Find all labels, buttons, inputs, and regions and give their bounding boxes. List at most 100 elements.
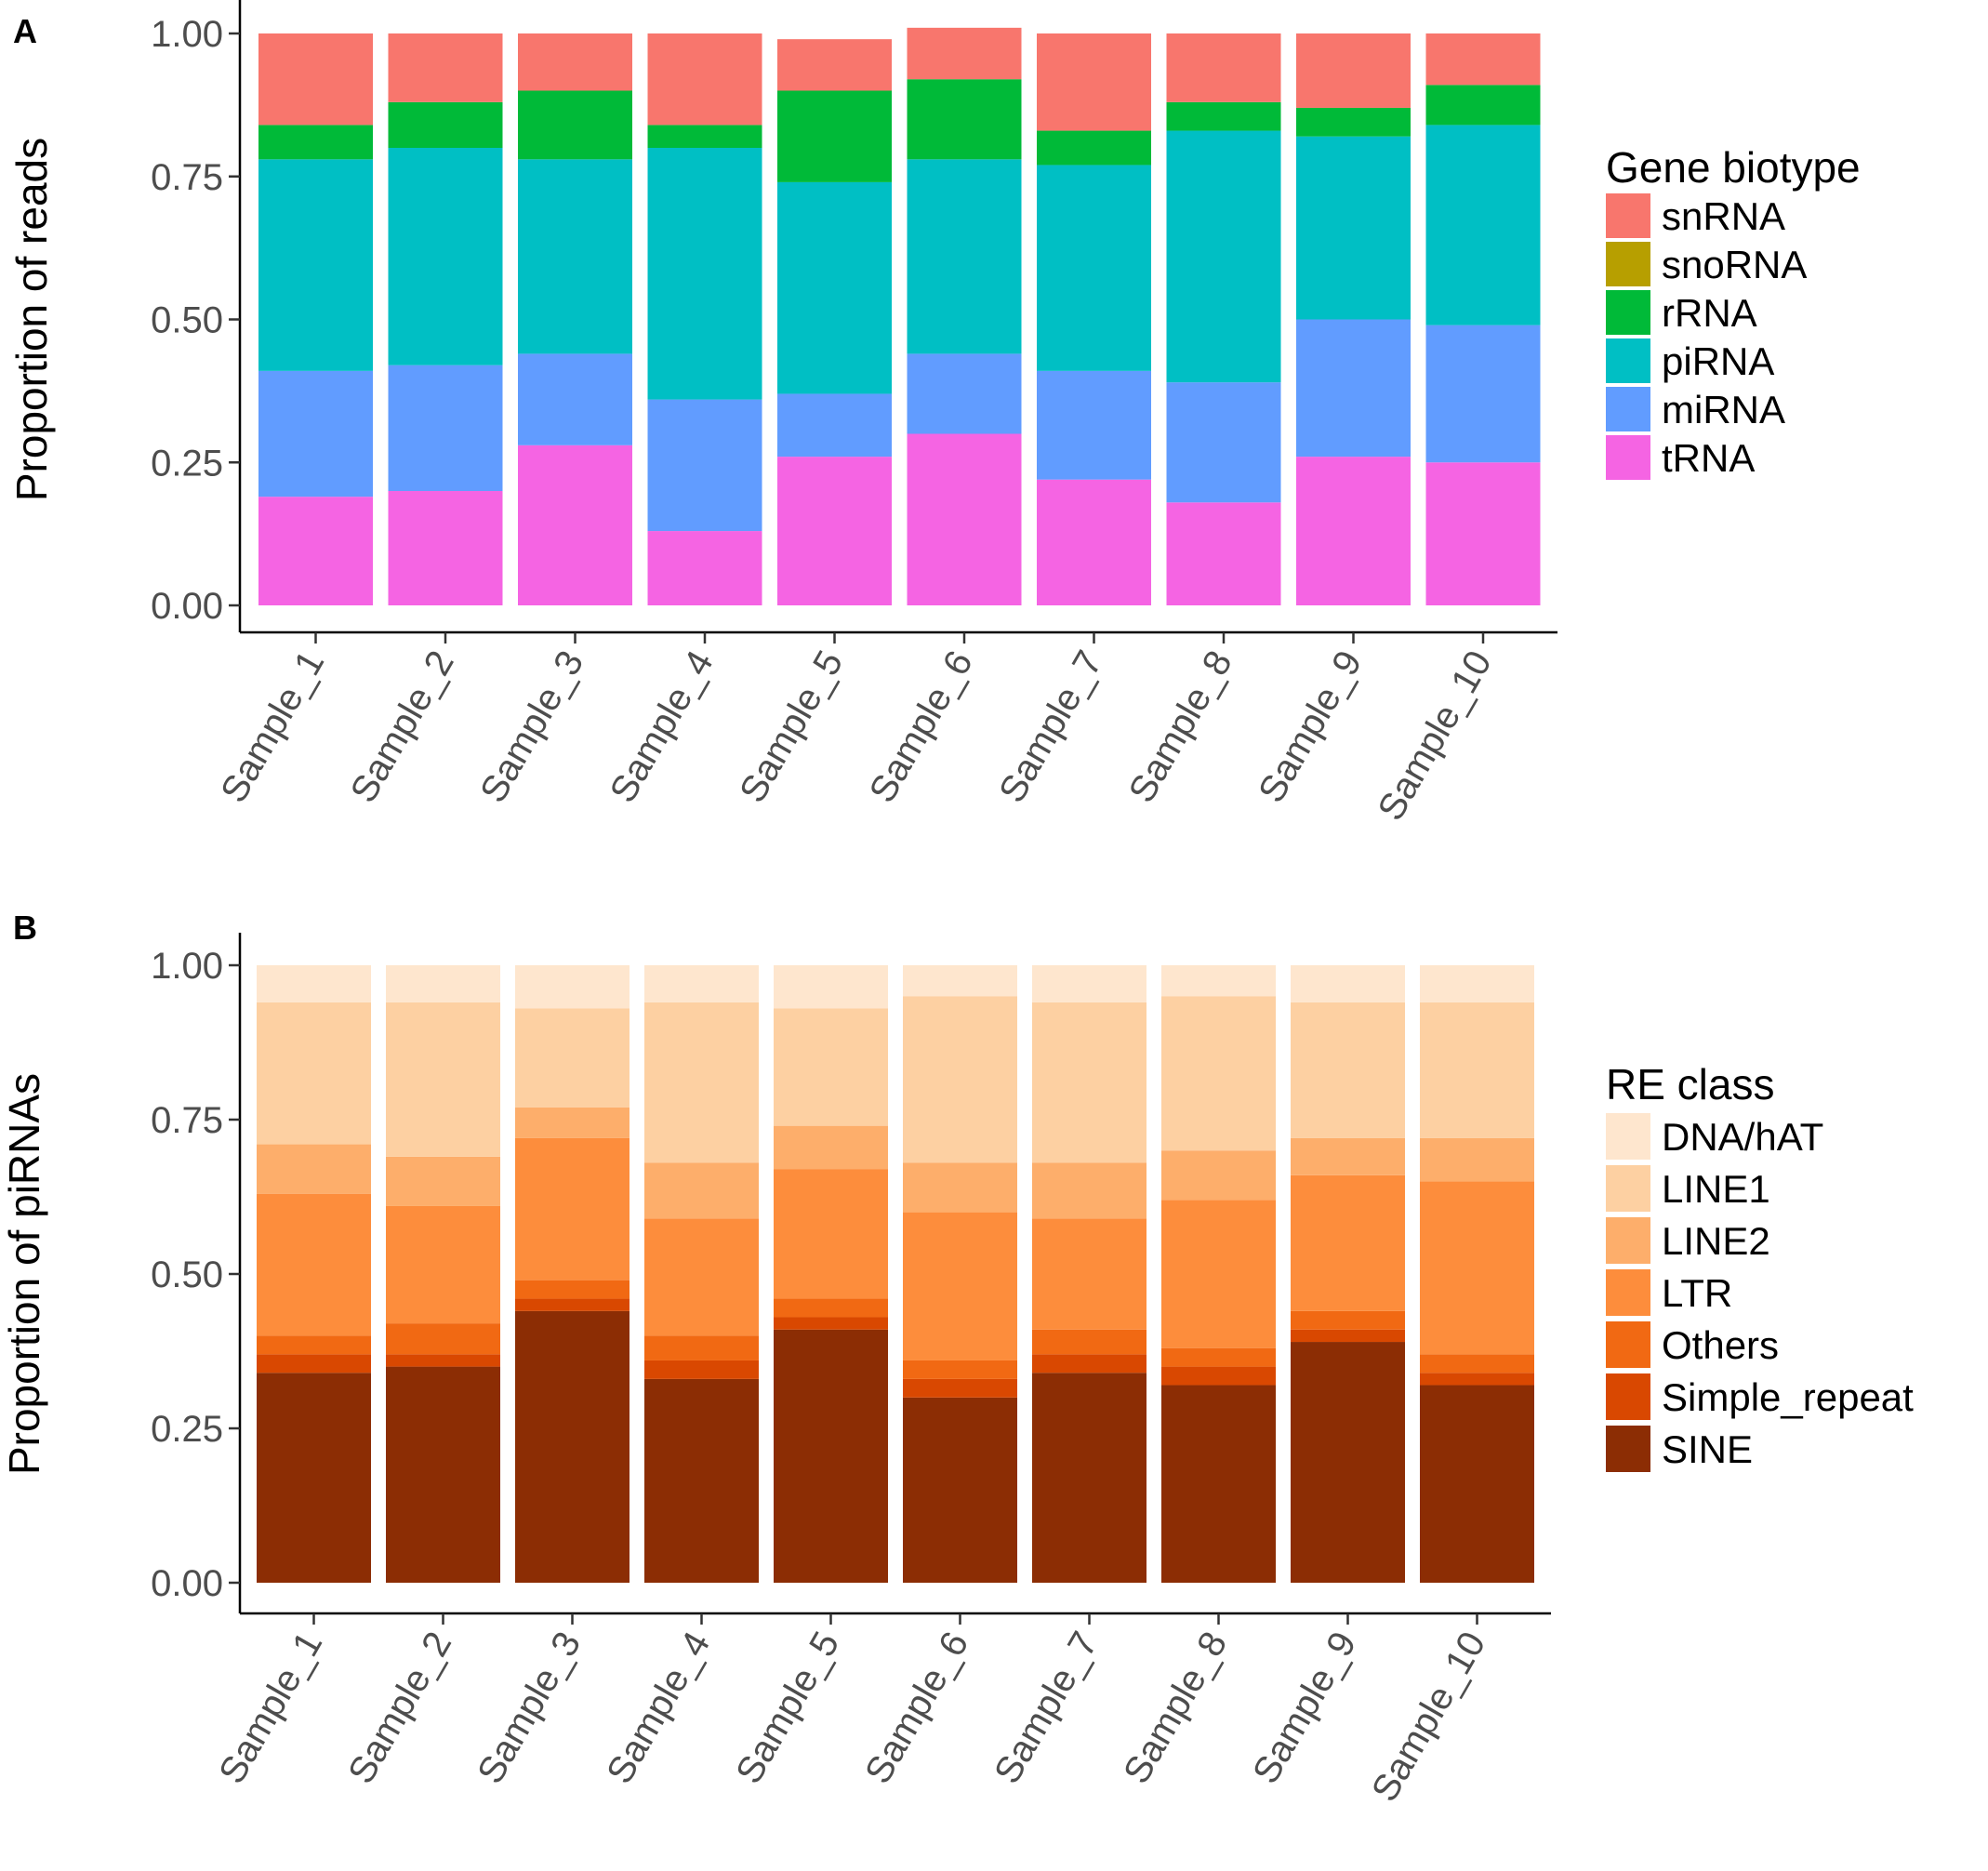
panel-a-bar-sample-10-mirna	[1425, 325, 1541, 463]
panel-b-bar-sample-4-simple-repeat	[644, 1360, 759, 1379]
panel-b-bar-sample-6-line2	[903, 1162, 1017, 1213]
panel-b-bar-sample-4-others	[644, 1335, 759, 1360]
panel-a-bar-sample-1-rrna	[258, 125, 373, 160]
panel-b-y-tick-label: 0.00	[151, 1563, 223, 1604]
panel-b-bar-sample-3-sine	[515, 1310, 630, 1583]
panel-b-bar-sample-10-line2	[1420, 1137, 1534, 1182]
panel-a-bar-sample-7-mirna	[1037, 370, 1151, 480]
panel-a-bar-sample-7-pirna	[1037, 165, 1151, 371]
panel-b-bar-sample-8-dna-hat	[1161, 965, 1276, 997]
panel-a-bar-sample-8-snrna	[1166, 33, 1281, 102]
panel-b-bar-sample-3-others	[515, 1280, 630, 1299]
panel-b-bar-sample-6-sine	[903, 1397, 1017, 1583]
panel-b-bar-sample-1-others	[257, 1335, 371, 1355]
panel-b-bar-sample-10-dna-hat	[1420, 965, 1534, 1002]
panel-a-legend-key-snrna	[1606, 193, 1650, 238]
panel-a-bar-sample-8-pirna	[1166, 130, 1281, 383]
panel-a-bar-sample-9-trna	[1296, 457, 1411, 605]
panel-b-legend-label: LTR	[1662, 1271, 1732, 1315]
panel-b-legend-key-simple-repeat	[1606, 1373, 1650, 1420]
panel-a-bar-sample-5-trna	[777, 457, 892, 605]
panel-a-legend-key-mirna	[1606, 387, 1650, 431]
panel-a-bar-sample-2-pirna	[388, 148, 503, 365]
panel-b-bar-sample-8-line1	[1161, 996, 1276, 1151]
panel-a-bar-sample-6-rrna	[907, 79, 1022, 160]
panel-b-bar-sample-2-dna-hat	[386, 965, 500, 1002]
panel-b-bar-sample-6-dna-hat	[903, 965, 1017, 997]
panel-b-bar-sample-8-sine	[1161, 1385, 1276, 1583]
panel-b-legend-key-others	[1606, 1321, 1650, 1368]
panel-a-bar-sample-3-trna	[518, 445, 632, 605]
panel-b-bar-sample-7-ltr	[1032, 1218, 1146, 1330]
panel-b-bar-sample-6-others	[903, 1360, 1017, 1379]
panel-a-bar-sample-5-pirna	[777, 181, 892, 394]
panel-b-bar-sample-7-line1	[1032, 1002, 1146, 1163]
panel-a-bar-sample-1-snrna	[258, 33, 373, 126]
panel-a-label: A	[13, 12, 37, 50]
panel-b-bar-sample-7-simple-repeat	[1032, 1354, 1146, 1373]
panel-a-bar-sample-3-snrna	[518, 33, 632, 91]
panel-b-y-tick-label: 1.00	[151, 946, 223, 987]
panel-b-bar-sample-5-ltr	[774, 1169, 888, 1299]
panel-b-legend-key-line2	[1606, 1217, 1650, 1264]
panel-a-legend-label: snRNA	[1662, 194, 1785, 238]
panel-b-bar-sample-2-sine	[386, 1366, 500, 1583]
panel-b-legend-label: SINE	[1662, 1427, 1753, 1471]
panel-a-y-tick-label: 0.50	[151, 300, 223, 341]
panel-b-bar-sample-8-ltr	[1161, 1200, 1276, 1348]
panel-b-bar-sample-7-line2	[1032, 1162, 1146, 1219]
panel-b-bar-sample-4-line2	[644, 1162, 759, 1219]
panel-b-legend-label: Others	[1662, 1323, 1779, 1367]
panel-a-bar-sample-4-mirna	[647, 399, 762, 532]
panel-b-bar-sample-5-line2	[774, 1125, 888, 1170]
panel-a-bar-sample-2-rrna	[388, 101, 503, 148]
panel-b-bar-sample-4-ltr	[644, 1218, 759, 1336]
panel-b-bar-sample-2-ltr	[386, 1205, 500, 1324]
panel-b-legend-key-ltr	[1606, 1269, 1650, 1316]
panel-b-bar-sample-10-sine	[1420, 1385, 1534, 1583]
panel-b-bar-sample-3-line1	[515, 1008, 630, 1108]
panel-b-bar-sample-1-line2	[257, 1144, 371, 1194]
panel-a-y-tick-label: 1.00	[151, 14, 223, 55]
panel-a-bar-sample-5-snrna	[777, 39, 892, 91]
panel-b-bar-sample-3-dna-hat	[515, 965, 630, 1009]
panel-a-bar-sample-8-rrna	[1166, 101, 1281, 131]
panel-b-bar-sample-8-others	[1161, 1347, 1276, 1367]
panel-a-bar-sample-6-mirna	[907, 353, 1022, 434]
panel-b-bar-sample-1-sine	[257, 1373, 371, 1583]
panel-a-bar-sample-7-snrna	[1037, 33, 1151, 131]
panel-b-legend-key-dna-hat	[1606, 1113, 1650, 1160]
panel-a-bar-sample-5-mirna	[777, 393, 892, 458]
panel-b-legend-label: LINE2	[1662, 1219, 1770, 1263]
panel-b-bar-sample-8-simple-repeat	[1161, 1366, 1276, 1386]
panel-b-label: B	[13, 909, 37, 947]
panel-b-bar-sample-9-simple-repeat	[1291, 1329, 1405, 1343]
panel-b-legend-label: LINE1	[1662, 1167, 1770, 1211]
panel-a-bar-sample-1-trna	[258, 497, 373, 605]
panel-a-legend-key-snorna	[1606, 242, 1650, 286]
panel-b-bar-sample-6-ltr	[903, 1212, 1017, 1360]
panel-a-y-tick-label: 0.25	[151, 443, 223, 484]
panel-b-bar-sample-6-simple-repeat	[903, 1378, 1017, 1398]
panel-b-legend-title: RE class	[1606, 1060, 1774, 1108]
panel-a-bar-sample-1-pirna	[258, 159, 373, 371]
panel-b-y-axis-title: Proportion of piRNAs	[0, 1073, 48, 1475]
panel-a-bar-sample-10-rrna	[1425, 85, 1541, 126]
panel-b-bar-sample-7-sine	[1032, 1373, 1146, 1583]
panel-a-legend-label: rRNA	[1662, 291, 1757, 335]
panel-b-bar-sample-3-simple-repeat	[515, 1298, 630, 1311]
panel-a-legend-key-pirna	[1606, 338, 1650, 383]
panel-b-y-tick-label: 0.75	[151, 1100, 223, 1141]
panel-b-bar-sample-7-others	[1032, 1329, 1146, 1355]
panel-b-bar-sample-5-others	[774, 1298, 888, 1318]
panel-b-legend-label: DNA/hAT	[1662, 1115, 1823, 1159]
panel-b-bar-sample-3-ltr	[515, 1137, 630, 1281]
panel-a-bar-sample-10-snrna	[1425, 33, 1541, 86]
panel-a-bar-sample-5-rrna	[777, 90, 892, 182]
panel-a-bar-sample-4-snrna	[647, 33, 762, 126]
panel-b-bar-sample-2-line1	[386, 1002, 500, 1157]
panel-b-bar-sample-2-simple-repeat	[386, 1354, 500, 1367]
panel-b-bar-sample-9-line1	[1291, 1002, 1405, 1138]
